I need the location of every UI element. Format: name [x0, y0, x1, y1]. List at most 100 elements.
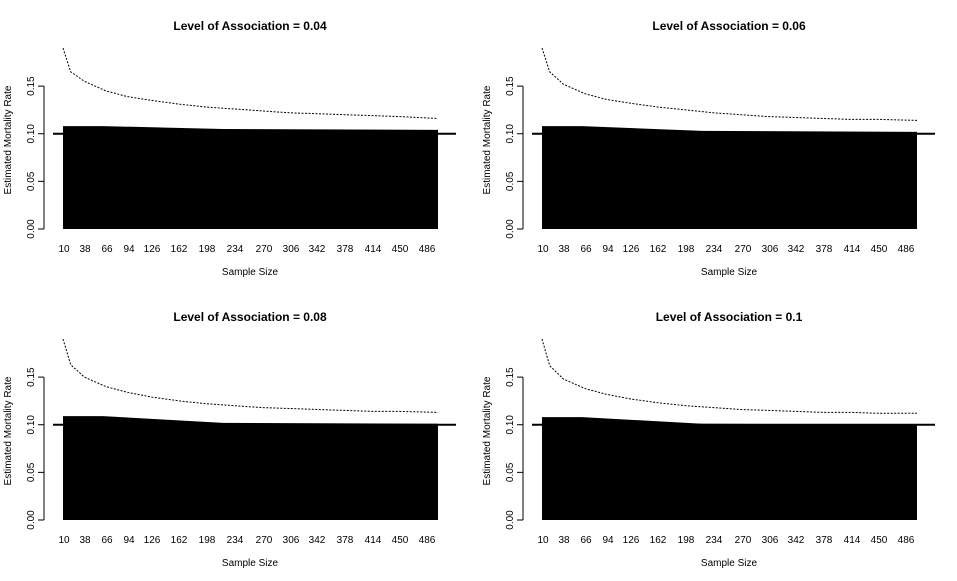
x-tick-label-3-1: 38 [79, 535, 91, 546]
x-tick-label-4-8: 270 [735, 535, 752, 546]
panel-2: Level of Association = 0.06 Sample Size … [482, 19, 935, 278]
x-tick-label-4-12: 414 [844, 535, 861, 546]
x-tick-label-2-0: 10 [537, 244, 549, 255]
panel-3-title: Level of Association = 0.08 [173, 310, 327, 324]
x-tick-label-1-11: 378 [337, 244, 354, 255]
y-tick-label-4-3: 0.15 [505, 367, 516, 387]
y-tick-label-3-3: 0.15 [26, 367, 37, 387]
panel-4-plot: 0.00 0.05 0.10 0.15 10 38 66 94 126 162 198 234 270 3… [505, 338, 935, 546]
panel-2-xlabel: Sample Size [701, 267, 758, 278]
y-tick-label-1-3: 0.15 [26, 76, 37, 96]
x-tick-label-3-12: 414 [365, 535, 382, 546]
x-tick-label-1-10: 342 [309, 244, 326, 255]
x-tick-label-3-8: 270 [256, 535, 273, 546]
x-tick-label-2-4: 126 [623, 244, 640, 255]
x-tick-label-4-6: 198 [678, 535, 695, 546]
x-tick-label-4-10: 342 [788, 535, 805, 546]
x-tick-label-4-4: 126 [623, 535, 640, 546]
panel-1-xlabel: Sample Size [222, 267, 279, 278]
bars-3 [63, 416, 438, 520]
x-tick-label-1-1: 38 [79, 244, 91, 255]
panel-1-title: Level of Association = 0.04 [173, 19, 327, 33]
panel-2-ylabel: Estimated Mortality Rate [482, 85, 493, 194]
x-tick-label-2-13: 450 [871, 244, 888, 255]
x-tick-label-1-12: 414 [365, 244, 382, 255]
y-tick-label-3-0: 0.00 [26, 510, 37, 530]
upper-bound-curve-3 [62, 338, 439, 413]
panel-2-title: Level of Association = 0.06 [652, 19, 806, 33]
x-tick-label-1-3: 94 [123, 244, 135, 255]
x-tick-label-3-11: 378 [337, 535, 354, 546]
y-tick-label-1-1: 0.05 [26, 171, 37, 191]
x-tick-label-1-13: 450 [392, 244, 409, 255]
panel-1-plot: 0.00 0.05 0.10 0.15 10 38 66 94 126 162 198 234 270 3… [26, 47, 456, 255]
y-tick-label-2-2: 0.10 [505, 124, 516, 144]
x-tick-label-2-7: 234 [706, 244, 723, 255]
x-tick-label-3-14: 486 [419, 535, 436, 546]
bars-1 [63, 126, 438, 229]
upper-bound-curve-2 [541, 47, 918, 121]
panel-4: Level of Association = 0.1 Sample Size E… [482, 310, 935, 569]
panel-3-plot: 0.00 0.05 0.10 0.15 10 38 66 94 126 162 198 234 270 3… [26, 338, 456, 546]
x-tick-label-2-12: 414 [844, 244, 861, 255]
x-tick-label-3-6: 198 [199, 535, 216, 546]
x-tick-label-1-8: 270 [256, 244, 273, 255]
panel-1-ylabel: Estimated Mortality Rate [3, 85, 14, 194]
x-tick-label-2-2: 66 [580, 244, 592, 255]
upper-bound-curve-1 [62, 47, 439, 119]
panel-4-xlabel: Sample Size [701, 558, 758, 569]
y-tick-label-1-2: 0.10 [26, 124, 37, 144]
bars-2 [542, 126, 917, 229]
x-tick-label-2-14: 486 [898, 244, 915, 255]
x-tick-label-4-11: 378 [816, 535, 833, 546]
x-tick-label-1-6: 198 [199, 244, 216, 255]
panel-3: Level of Association = 0.08 Sample Size … [3, 310, 456, 569]
x-tick-label-1-5: 162 [171, 244, 188, 255]
x-tick-label-4-9: 306 [762, 535, 779, 546]
x-tick-label-4-14: 486 [898, 535, 915, 546]
x-tick-label-2-6: 198 [678, 244, 695, 255]
panel-1: Level of Association = 0.04 Sample Size … [3, 19, 456, 278]
x-tick-label-3-13: 450 [392, 535, 409, 546]
x-tick-label-4-3: 94 [602, 535, 614, 546]
x-tick-label-1-14: 486 [419, 244, 436, 255]
x-tick-label-2-11: 378 [816, 244, 833, 255]
y-tick-label-2-3: 0.15 [505, 76, 516, 96]
y-tick-label-4-2: 0.10 [505, 415, 516, 435]
x-tick-label-3-2: 66 [101, 535, 113, 546]
x-tick-label-1-9: 306 [283, 244, 300, 255]
upper-bound-curve-4 [541, 338, 917, 414]
y-tick-label-1-0: 0.00 [26, 219, 37, 239]
x-tick-label-1-7: 234 [227, 244, 244, 255]
x-tick-label-3-5: 162 [171, 535, 188, 546]
x-tick-label-4-2: 66 [580, 535, 592, 546]
x-tick-label-4-1: 38 [558, 535, 570, 546]
x-tick-label-4-5: 162 [650, 535, 667, 546]
x-tick-label-3-9: 306 [283, 535, 300, 546]
x-tick-label-3-3: 94 [123, 535, 135, 546]
x-tick-label-2-1: 38 [558, 244, 570, 255]
x-tick-label-1-2: 66 [101, 244, 113, 255]
x-tick-label-1-0: 10 [58, 244, 70, 255]
y-tick-label-2-1: 0.05 [505, 171, 516, 191]
x-tick-label-2-3: 94 [602, 244, 614, 255]
x-tick-label-2-10: 342 [788, 244, 805, 255]
x-tick-label-3-0: 10 [58, 535, 70, 546]
x-tick-label-2-8: 270 [735, 244, 752, 255]
x-tick-label-4-7: 234 [706, 535, 723, 546]
x-tick-label-3-4: 126 [144, 535, 161, 546]
y-tick-label-3-2: 0.10 [26, 415, 37, 435]
bars-4 [542, 417, 917, 520]
x-tick-label-4-0: 10 [537, 535, 549, 546]
x-tick-label-4-13: 450 [871, 535, 888, 546]
y-tick-label-4-0: 0.00 [505, 510, 516, 530]
x-tick-label-3-7: 234 [227, 535, 244, 546]
panel-3-xlabel: Sample Size [222, 558, 279, 569]
panel-4-title: Level of Association = 0.1 [656, 310, 803, 324]
x-tick-label-2-5: 162 [650, 244, 667, 255]
y-tick-label-4-1: 0.05 [505, 462, 516, 482]
x-tick-label-2-9: 306 [762, 244, 779, 255]
y-tick-label-2-0: 0.00 [505, 219, 516, 239]
panel-4-ylabel: Estimated Mortality Rate [482, 376, 493, 485]
